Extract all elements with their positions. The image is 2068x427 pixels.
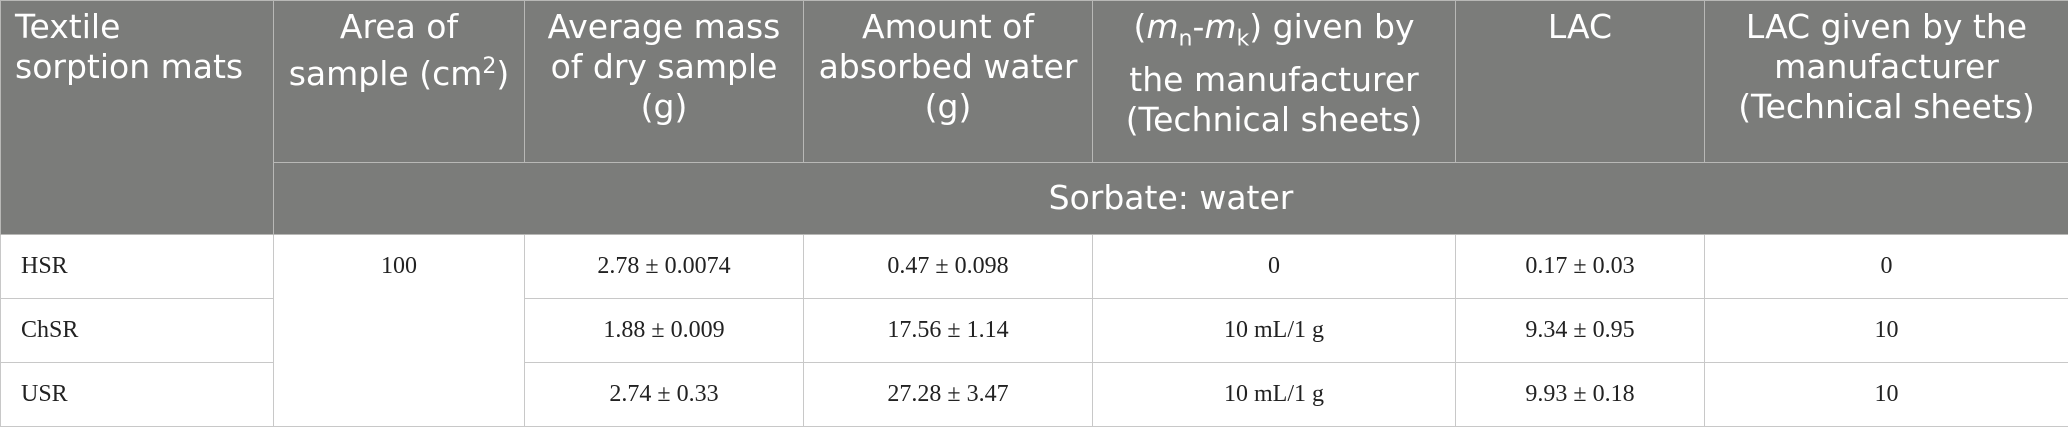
data-row: ChSR 1.88 ± 0.009 17.56 ± 1.14 10 mL/1 g… [0, 297, 2068, 363]
cell: 2.78 ± 0.0074 [524, 233, 804, 299]
cell: 1.88 ± 0.009 [524, 297, 804, 363]
cell: 0 [1092, 233, 1456, 299]
cell: USR [0, 361, 274, 427]
subscript: n [1178, 26, 1193, 52]
cell: 17.56 ± 1.14 [803, 297, 1093, 363]
header-cell: Area of sample (cm2) [273, 0, 525, 164]
subscript: k [1236, 26, 1250, 52]
header-text: m [1146, 7, 1179, 46]
cell: 9.34 ± 0.95 [1455, 297, 1705, 363]
header-text: Amount of absorbed water (g) [818, 7, 1078, 126]
cell: 10 [1704, 361, 2068, 427]
cell: HSR [0, 233, 274, 299]
cell: 2.74 ± 0.33 [524, 361, 804, 427]
cell: 27.28 ± 3.47 [803, 361, 1093, 427]
data-row: USR 2.74 ± 0.33 27.28 ± 3.47 10 mL/1 g 9… [0, 361, 2068, 427]
header-cell: Textile sorption mats [0, 0, 274, 235]
header-cell: Average mass of dry sample (g) [524, 0, 804, 164]
cell: 0.47 ± 0.098 [803, 233, 1093, 299]
cell: 10 mL/1 g [1092, 297, 1456, 363]
header-cell: (mn-mk) given by the manufacturer (Techn… [1092, 0, 1456, 164]
header-text: Area of sample (cm [288, 7, 483, 93]
cell: 9.93 ± 0.18 [1455, 361, 1705, 427]
header-text: ( [1133, 7, 1147, 46]
cell: 0.17 ± 0.03 [1455, 233, 1705, 299]
header-text: - [1192, 7, 1205, 46]
header-text: ) given by the manufacturer (Technical s… [1125, 7, 1423, 139]
superscript: 2 [482, 54, 497, 79]
header-text: ) [496, 54, 510, 93]
cell: ChSR [0, 297, 274, 363]
header-cell: LAC given by the manufacturer (Technical… [1704, 0, 2068, 164]
cell: 0 [1704, 233, 2068, 299]
cell: 10 [1704, 297, 2068, 363]
header-text: LAC [1547, 7, 1613, 46]
header-text: LAC given by the manufacturer (Technical… [1738, 7, 2035, 126]
header-text: m [1204, 7, 1237, 46]
cell: 10 mL/1 g [1092, 361, 1456, 427]
subheader-row: Sorbate: water [1, 162, 2068, 235]
header-text: Average mass of dry sample (g) [547, 7, 781, 126]
header-text: Textile sorption mats [15, 7, 244, 86]
data-row: HSR 100 2.78 ± 0.0074 0.47 ± 0.098 0 0.1… [0, 233, 2068, 427]
subheader-cell: Sorbate: water [273, 162, 2068, 235]
cell: 100 [273, 233, 525, 427]
header-cell: LAC [1455, 0, 1705, 164]
header-cell: Amount of absorbed water (g) [803, 0, 1093, 164]
header-row: Textile sorption mats Area of sample (cm… [0, 0, 2068, 235]
